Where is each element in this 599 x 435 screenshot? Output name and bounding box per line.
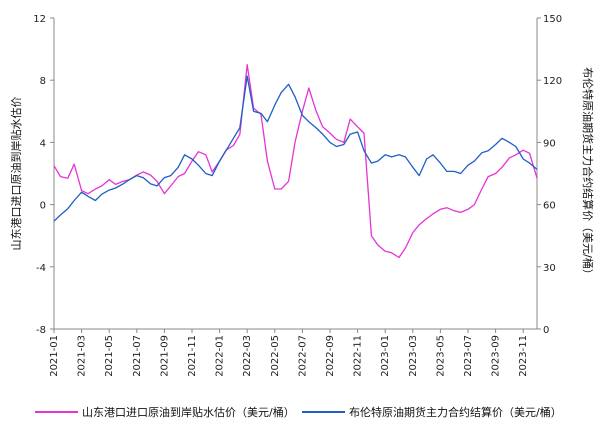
left-tick-label: 4	[40, 138, 46, 149]
series-line-discount	[53, 64, 538, 259]
right-tick-label: 0	[543, 325, 549, 336]
x-tick-label: 2021-01	[49, 335, 60, 377]
x-tick-label: 2022-03	[242, 335, 253, 377]
left-tick-label: 0	[40, 201, 46, 212]
left-tick-label: 8	[40, 76, 46, 87]
legend-label-brent: 布伦特原油期货主力合约结算价（美元/桶）	[349, 405, 562, 419]
left-tick-label: 12	[33, 14, 46, 25]
x-tick-label: 2021-09	[159, 335, 170, 377]
series-layer	[53, 64, 538, 259]
x-tick-label: 2022-05	[270, 335, 281, 377]
x-tick-label: 2023-03	[408, 335, 419, 377]
x-tick-label: 2023-11	[518, 335, 529, 377]
left-tick-label: -8	[36, 325, 46, 336]
right-y-axis: 0 30 60 90 120 150	[537, 14, 562, 336]
x-tick-label: 2021-03	[77, 335, 88, 377]
plot-area	[53, 18, 538, 330]
legend-label-discount: 山东港口进口原油到岸贴水估价（美元/桶）	[82, 405, 295, 419]
x-tick-label: 2021-05	[104, 335, 115, 377]
right-tick-label: 90	[543, 138, 556, 149]
x-tick-label: 2021-11	[187, 335, 198, 377]
x-tick-label: 2023-09	[491, 335, 502, 377]
x-tick-label: 2021-07	[132, 335, 143, 377]
x-tick-label: 2023-01	[380, 335, 391, 377]
x-tick-label: 2022-11	[353, 335, 364, 377]
left-axis-title: 山东港口进口原油到岸贴水估价	[9, 97, 23, 251]
right-tick-label: 60	[543, 201, 556, 212]
right-tick-label: 120	[543, 76, 562, 87]
right-tick-label: 30	[543, 263, 556, 274]
right-axis-title: 布伦特原油期货主力合约结算价（美元/桶）	[581, 67, 595, 280]
right-tick-label: 150	[543, 14, 562, 25]
left-y-axis: -8 -4 0 4 8 12	[33, 14, 54, 336]
left-tick-label: -4	[36, 263, 46, 274]
series-line-brent	[53, 75, 538, 222]
x-tick-label: 2023-07	[463, 335, 474, 377]
x-axis: 2021-01 2021-03 2021-05 2021-07 2021-09 2021-…	[49, 329, 529, 377]
x-tick-label: 2023-05	[435, 335, 446, 377]
x-tick-label: 2022-01	[215, 335, 226, 377]
x-tick-label: 2022-09	[325, 335, 336, 377]
x-tick-label: 2022-07	[297, 335, 308, 377]
legend: 山东港口进口原油到岸贴水估价（美元/桶） 布伦特原油期货主力合约结算价（美元/桶…	[35, 405, 562, 419]
